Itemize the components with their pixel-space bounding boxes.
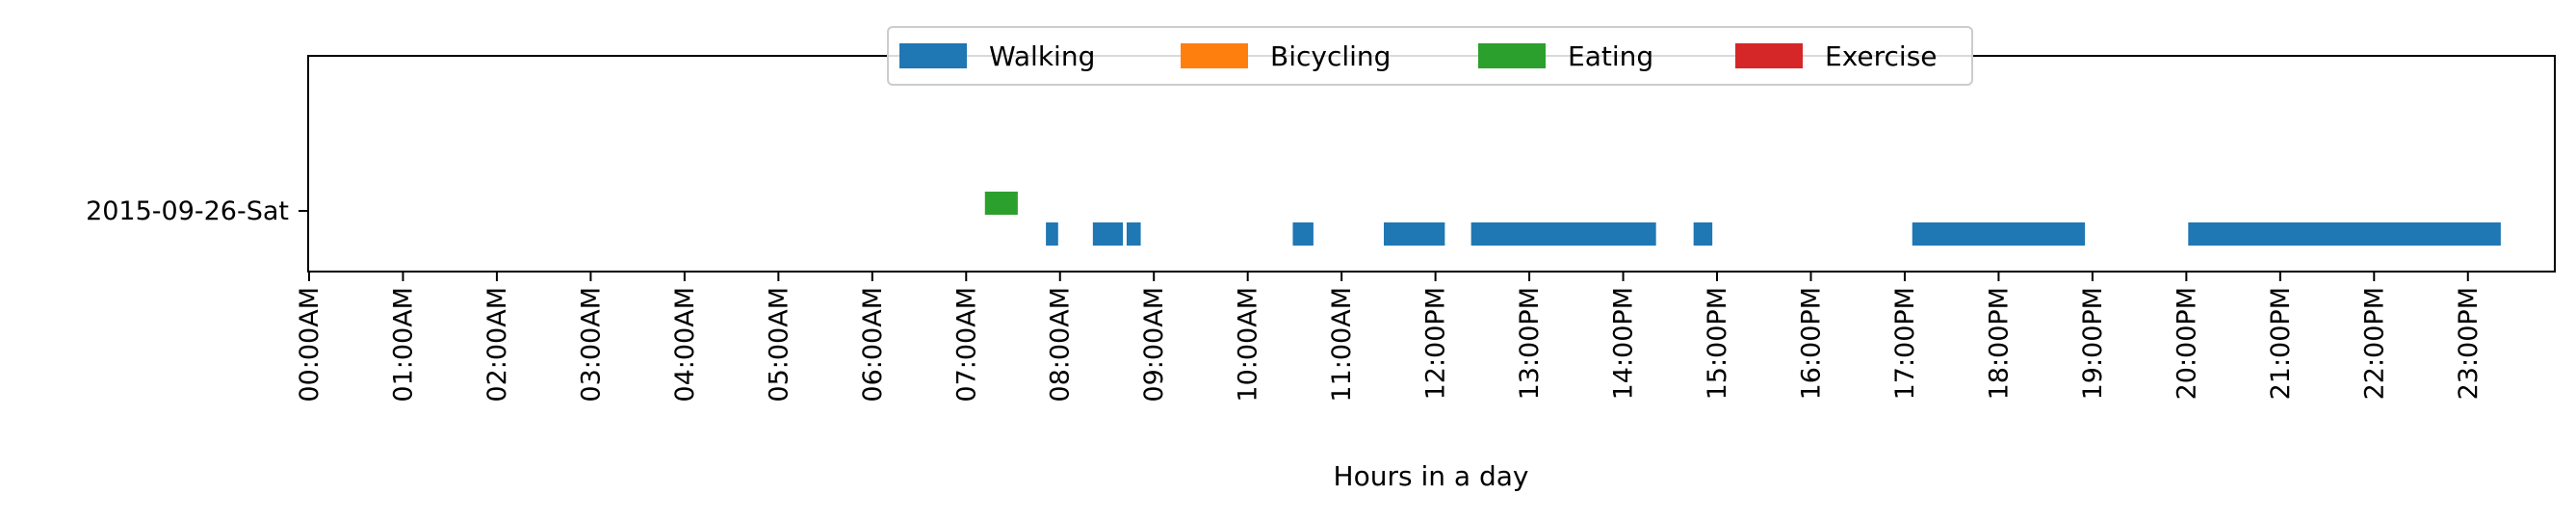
bar-walking-1 [1092, 222, 1124, 246]
x-axis-title: Hours in a day [1334, 460, 1529, 492]
x-tick-label: 06:00AM [858, 287, 888, 403]
bar-eating-0 [984, 192, 1018, 215]
y-tick-label: 2015-09-26-Sat [86, 196, 289, 226]
x-tick-label: 03:00AM [576, 287, 606, 403]
bar-walking-2 [1126, 222, 1141, 246]
x-tick-label: 18:00PM [1984, 287, 2014, 400]
x-axis: 00:00AM 01:00AM 02:00AM 03:00AM 04:00AM 05:00… [295, 272, 2484, 403]
bar-walking-8 [2188, 222, 2501, 246]
x-tick-label: 10:00AM [1234, 287, 1263, 403]
legend-swatch-eating [1478, 43, 1546, 68]
x-tick-label: 20:00PM [2172, 287, 2201, 400]
x-tick-label: 21:00PM [2266, 287, 2296, 400]
legend-label-exercise: Exercise [1825, 40, 1938, 72]
legend-swatch-bicycling [1181, 43, 1248, 68]
x-tick-label: 14:00PM [1609, 287, 1639, 400]
bars-layer [984, 192, 2501, 246]
x-tick-label: 23:00PM [2454, 287, 2484, 400]
bar-walking-6 [1693, 222, 1713, 246]
x-tick-label: 05:00AM [764, 287, 794, 403]
bar-walking-3 [1292, 222, 1314, 246]
x-tick-label: 16:00PM [1796, 287, 1826, 400]
x-tick-label: 00:00AM [295, 287, 325, 403]
bar-walking-4 [1384, 222, 1445, 246]
legend: Walking Bicycling Eating Exercise [887, 26, 1973, 86]
bar-walking-7 [1912, 222, 2086, 246]
x-tick-label: 15:00PM [1703, 287, 1732, 400]
x-tick-label: 22:00PM [2359, 287, 2389, 400]
y-axis: 2015-09-26-Sat [86, 196, 308, 226]
x-tick-label: 04:00AM [670, 287, 700, 403]
legend-label-walking: Walking [989, 40, 1095, 72]
x-tick-label: 09:00AM [1139, 287, 1169, 403]
x-tick-label: 17:00PM [1890, 287, 1920, 400]
x-tick-label: 08:00AM [1046, 287, 1076, 403]
x-tick-label: 07:00AM [951, 287, 981, 403]
legend-swatch-walking [899, 43, 967, 68]
bar-walking-5 [1470, 222, 1656, 246]
x-tick-label: 11:00AM [1327, 287, 1357, 403]
legend-label-bicycling: Bicycling [1270, 40, 1391, 72]
legend-label-eating: Eating [1568, 40, 1653, 72]
x-tick-label: 19:00PM [2078, 287, 2108, 400]
legend-box [887, 26, 1973, 86]
x-tick-label: 02:00AM [482, 287, 512, 403]
x-tick-label: 12:00PM [1421, 287, 1451, 400]
x-tick-label: 01:00AM [388, 287, 418, 403]
x-tick-label: 13:00PM [1515, 287, 1545, 400]
bar-walking-0 [1046, 222, 1058, 246]
legend-swatch-exercise [1735, 43, 1803, 68]
